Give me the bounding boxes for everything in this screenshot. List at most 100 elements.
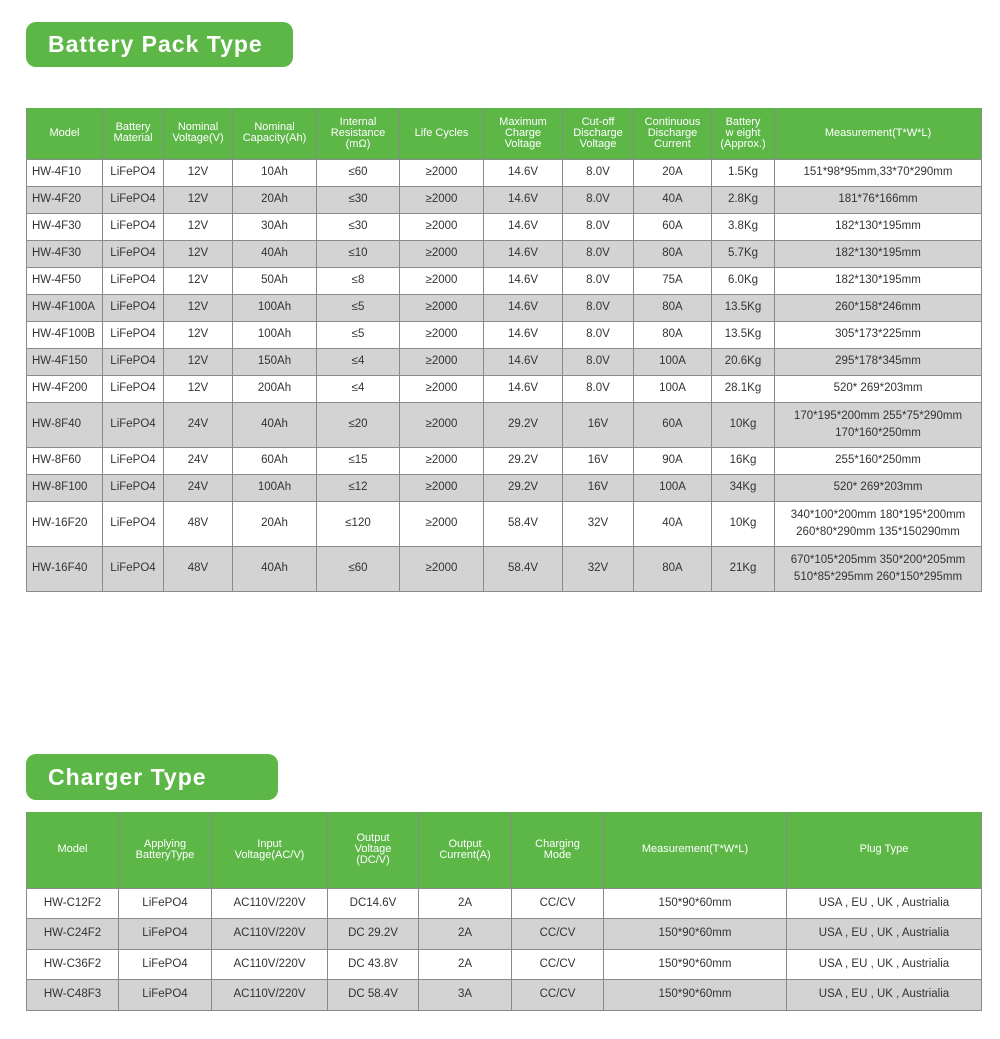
table-cell: DC14.6V: [327, 887, 419, 919]
table-cell: 80A: [633, 293, 712, 322]
table-cell: 182*130*195mm: [774, 266, 982, 295]
table-cell: ≤30: [316, 212, 400, 241]
table-cell: 182*130*195mm: [774, 239, 982, 268]
table-cell: LiFePO4: [102, 320, 164, 349]
table-cell: 48V: [163, 545, 233, 592]
table-cell: HW-4F50: [26, 266, 103, 295]
table-cell: ≤8: [316, 266, 400, 295]
table-row: HW-8F100 LiFePO4 24V 100Ah ≤12 ≥2000 29.2V 16V 1…: [26, 473, 982, 502]
table-cell: LiFePO4: [102, 401, 164, 448]
table-cell: 14.6V: [483, 293, 563, 322]
column-header: Nominal Voltage(V): [163, 108, 233, 160]
charger-table: Model Applying BatteryType Input Voltage(A…: [26, 812, 982, 1011]
table-cell: 182*130*195mm: [774, 212, 982, 241]
table-cell: ≥2000: [399, 239, 484, 268]
table-cell: ≥2000: [399, 446, 484, 475]
table-cell: 150*90*60mm: [603, 918, 787, 950]
table-cell: 10Kg: [711, 500, 775, 547]
table-cell: 30Ah: [232, 212, 317, 241]
table-cell: 14.6V: [483, 239, 563, 268]
table-cell: LiFePO4: [102, 374, 164, 403]
table-cell: 150*90*60mm: [603, 887, 787, 919]
table-row: HW-4F30 LiFePO4 12V 30Ah ≤30 ≥2000 14.6V 8.0V 60…: [26, 212, 982, 241]
battery-pack-table: Model Battery Material Nominal Voltage(V) N…: [26, 108, 982, 592]
table-cell: ≤12: [316, 473, 400, 502]
table-cell: LiFePO4: [102, 239, 164, 268]
table-cell: CC/CV: [511, 948, 604, 980]
table-cell: 100A: [633, 473, 712, 502]
table-cell: ≤4: [316, 374, 400, 403]
table-cell: 16V: [562, 401, 634, 448]
table-row: HW-16F20 LiFePO4 48V 20Ah ≤120 ≥2000 58.4V 32V 4…: [26, 500, 982, 547]
table-cell: HW-C36F2: [26, 948, 119, 980]
table-cell: 20Ah: [232, 185, 317, 214]
table-cell: 14.6V: [483, 158, 563, 187]
column-header: Nominal Capacity(Ah): [232, 108, 317, 160]
table-cell: 13.5Kg: [711, 320, 775, 349]
table-cell: 2A: [418, 887, 512, 919]
column-header: Life Cycles: [399, 108, 484, 160]
table-cell: LiFePO4: [102, 185, 164, 214]
table-cell: 2A: [418, 918, 512, 950]
table-cell: LiFePO4: [102, 266, 164, 295]
table-cell: ≥2000: [399, 545, 484, 592]
table-cell: 295*178*345mm: [774, 347, 982, 376]
column-header: Maximum Charge Voltage: [483, 108, 563, 160]
table-cell: 40Ah: [232, 239, 317, 268]
table-cell: HW-16F40: [26, 545, 103, 592]
column-header: Battery w eight (Approx.): [711, 108, 775, 160]
table-cell: HW-4F20: [26, 185, 103, 214]
table-cell: 2A: [418, 948, 512, 980]
table-row: HW-C12F2 LiFePO4 AC110V/220V DC14.6V 2A CC/CV…: [26, 887, 982, 919]
table-cell: 40Ah: [232, 545, 317, 592]
table-cell: 12V: [163, 158, 233, 187]
table-cell: DC 29.2V: [327, 918, 419, 950]
table-cell: ≤15: [316, 446, 400, 475]
table-cell: LiFePO4: [102, 446, 164, 475]
table-cell: 21Kg: [711, 545, 775, 592]
table-cell: DC 43.8V: [327, 948, 419, 980]
table-cell: CC/CV: [511, 918, 604, 950]
table-cell: HW-4F100B: [26, 320, 103, 349]
table-cell: 100Ah: [232, 320, 317, 349]
column-header: Cut-off Discharge Voltage: [562, 108, 634, 160]
column-header: Battery Material: [102, 108, 164, 160]
column-header: Continuous Discharge Current: [633, 108, 712, 160]
table-cell: 200Ah: [232, 374, 317, 403]
table-cell: HW-C48F3: [26, 979, 119, 1011]
table-cell: 305*173*225mm: [774, 320, 982, 349]
table-cell: 520* 269*203mm: [774, 473, 982, 502]
table-cell: HW-4F30: [26, 239, 103, 268]
table-cell: LiFePO4: [102, 293, 164, 322]
table-cell: ≤20: [316, 401, 400, 448]
table-cell: 8.0V: [562, 293, 634, 322]
table-cell: HW-8F40: [26, 401, 103, 448]
table-cell: ≥2000: [399, 320, 484, 349]
table-cell: LiFePO4: [118, 918, 212, 950]
table-cell: 12V: [163, 239, 233, 268]
column-header: Measurement(T*W*L): [603, 812, 787, 889]
column-header: Input Voltage(AC/V): [211, 812, 328, 889]
column-header: Measurement(T*W*L): [774, 108, 982, 160]
table-cell: 150*90*60mm: [603, 948, 787, 980]
table-cell: 80A: [633, 239, 712, 268]
battery-section-title: Battery Pack Type: [26, 22, 293, 67]
table-cell: LiFePO4: [102, 500, 164, 547]
table-cell: 16V: [562, 473, 634, 502]
table-cell: AC110V/220V: [211, 979, 328, 1011]
column-header: Applying BatteryType: [118, 812, 212, 889]
column-header: Output Current(A): [418, 812, 512, 889]
table-cell: 14.6V: [483, 212, 563, 241]
table-row: HW-8F40 LiFePO4 24V 40Ah ≤20 ≥2000 29.2V 16V 60A…: [26, 401, 982, 448]
table-cell: AC110V/220V: [211, 887, 328, 919]
table-cell: 58.4V: [483, 500, 563, 547]
table-cell: 3A: [418, 979, 512, 1011]
table-cell: 6.0Kg: [711, 266, 775, 295]
table-row: HW-16F40 LiFePO4 48V 40Ah ≤60 ≥2000 58.4V 32V 80…: [26, 545, 982, 592]
table-cell: 29.2V: [483, 401, 563, 448]
table-cell: 29.2V: [483, 446, 563, 475]
table-cell: LiFePO4: [118, 979, 212, 1011]
table-cell: 40A: [633, 500, 712, 547]
table-cell: 80A: [633, 320, 712, 349]
table-cell: 34Kg: [711, 473, 775, 502]
